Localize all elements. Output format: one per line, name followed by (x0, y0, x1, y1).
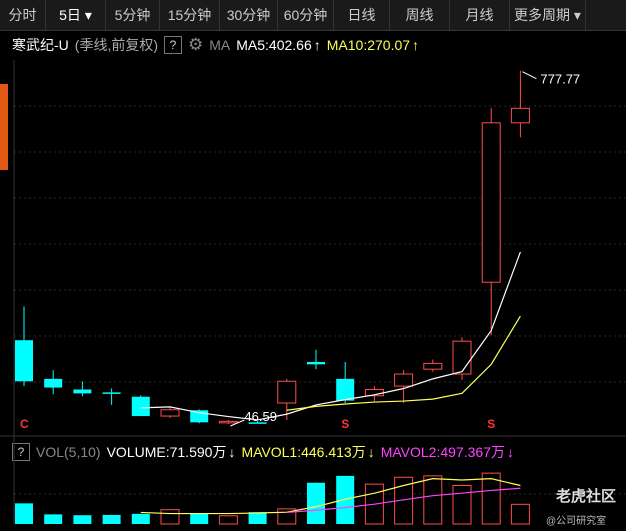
event-marker: S (487, 417, 495, 431)
mavol1-arrow-icon: ↓ (367, 444, 375, 460)
tab-9[interactable]: 更多周期 ▾ (510, 0, 586, 30)
tab-3[interactable]: 15分钟 (160, 0, 220, 30)
watermark-brand: 老虎社区 (556, 488, 617, 505)
mavol2-arrow-icon: ↓ (506, 444, 514, 460)
volume-bar (423, 475, 443, 525)
volume-bar (307, 482, 325, 524)
ma5-value: MA5:402.66 (236, 37, 312, 53)
candle-body (510, 107, 530, 124)
candle-body (248, 422, 267, 424)
volume-bar (73, 515, 92, 524)
ma-label[interactable]: MA (209, 37, 231, 53)
stock-title: 寒武纪-U (12, 37, 69, 53)
tab-1[interactable]: 5日 ▾ (46, 0, 106, 30)
event-marker: S (341, 417, 349, 431)
chart-header: 寒武纪-U (季线,前复权) ? ⚙ MA MA5:402.66 ↑ MA10:… (0, 34, 425, 56)
volume-bar (452, 485, 472, 525)
candle-body (218, 420, 238, 424)
volume-bar (510, 503, 530, 525)
gear-icon[interactable]: ⚙ (188, 35, 204, 54)
ma10-line (286, 315, 521, 411)
tab-8[interactable]: 月线 (450, 0, 510, 30)
tab-7[interactable]: 周线 (390, 0, 450, 30)
event-marker: C (20, 417, 29, 431)
volume-header: ? VOL(5,10) VOLUME:71.590万 ↓ MAVOL1:446.… (0, 441, 520, 463)
candle-body (131, 396, 150, 417)
volume-bar (336, 475, 355, 524)
volume-help-button[interactable]: ? (12, 443, 30, 461)
ma10-value: MA10:270.07 (326, 37, 411, 53)
low-pointer (230, 419, 245, 427)
tab-4[interactable]: 30分钟 (220, 0, 278, 30)
volume-arrow-icon: ↓ (228, 444, 236, 460)
ma5-line (140, 251, 521, 421)
candle-body (73, 389, 92, 394)
mavol1-line (140, 478, 521, 515)
volume-bar (102, 514, 121, 524)
volume-bar (481, 472, 501, 525)
mavol2-line (286, 487, 521, 514)
ma10-arrow-icon: ↑ (412, 37, 420, 53)
volume-bar (190, 513, 209, 524)
low-label: 46.59 (244, 409, 277, 424)
period-toolbar: 分时 5日 ▾ 5分钟 15分钟 30分钟 60分钟 日线 周线 月线 更多周期 ▾ (0, 0, 626, 31)
mavol2-value: MAVOL2:497.367万 (380, 444, 505, 460)
candle-body (394, 373, 414, 387)
ma5-arrow-icon: ↑ (313, 37, 321, 53)
help-button[interactable]: ? (164, 36, 182, 54)
volume-bar (160, 509, 180, 525)
left-edge-bar (0, 84, 8, 170)
tab-0[interactable]: 分时 (0, 0, 46, 30)
volume-bar (131, 513, 150, 524)
volume-bar (15, 503, 33, 524)
period-label: (季线,前复权) (74, 37, 158, 53)
candle-body (277, 380, 297, 404)
watermark-sub: @公司研究室 (546, 516, 607, 527)
volume-bar (218, 515, 238, 525)
candle-body (102, 392, 121, 394)
high-pointer (522, 71, 537, 80)
volume-bar (44, 514, 63, 524)
candle-body (307, 361, 325, 365)
volume-value: VOLUME:71.590万 (106, 444, 227, 460)
high-label: 777.77 (540, 72, 580, 87)
tab-6[interactable]: 日线 (334, 0, 390, 30)
volume-bar (248, 512, 267, 524)
candle-body (481, 122, 501, 283)
vol-label[interactable]: VOL(5,10) (36, 444, 101, 460)
mavol1-value: MAVOL1:446.413万 (241, 444, 366, 460)
tab-5[interactable]: 60分钟 (278, 0, 334, 30)
candle-body (160, 409, 180, 417)
candle-body (452, 340, 472, 375)
candle-body (44, 378, 63, 388)
tab-2[interactable]: 5分钟 (106, 0, 160, 30)
candle-body (15, 340, 33, 382)
candle-body (423, 362, 443, 370)
candle-body (336, 378, 355, 401)
